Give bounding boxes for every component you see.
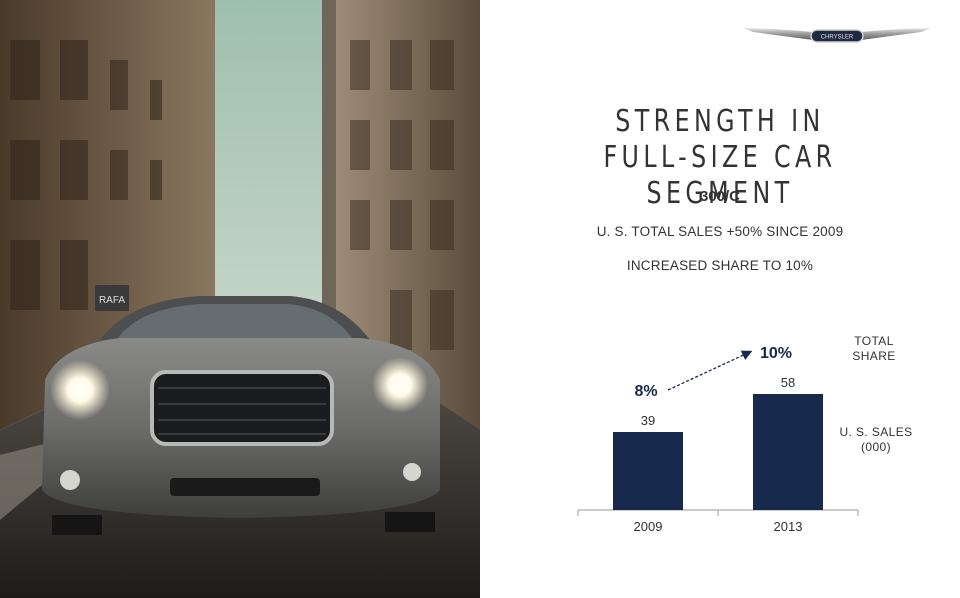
slide-title-line-2: FULL-SIZE CAR SEGMENT [603,140,837,211]
bar-2009 [613,432,683,510]
share-label-2009: 8% [634,383,657,400]
x-tick-label-2013: 2013 [774,519,803,534]
share-trend-arrow [667,350,753,391]
bullet-share-increase: INCREASED SHARE TO 10% [626,258,814,273]
share-legend-line-1: SHARE [852,349,895,363]
sales-legend-line-1: (000) [861,440,891,454]
chrysler-wings-logo-icon: CHRYSLER [743,28,931,43]
storefront-sign: RAFA [99,295,125,306]
bar-value-label-2013: 58 [781,375,795,390]
share-legend-line-0: TOTAL [854,334,894,348]
bar-2013 [753,394,823,510]
bar-value-label-2009: 39 [641,413,655,428]
car-photo-illustration: RAFA [0,0,480,598]
car [42,296,440,535]
bullet-sales-growth: U. S. TOTAL SALES +50% SINCE 2009 [596,224,844,239]
share-label-2013: 10% [760,345,792,362]
sales-legend-line-0: U. S. SALES [839,425,912,439]
slide-title-line-1: STRENGTH IN [615,104,825,139]
model-subtitle: 300/C [699,188,741,205]
x-tick-label-2009: 2009 [634,519,663,534]
car-photo: RAFA [0,0,480,598]
logo-text: CHRYSLER [821,35,854,41]
